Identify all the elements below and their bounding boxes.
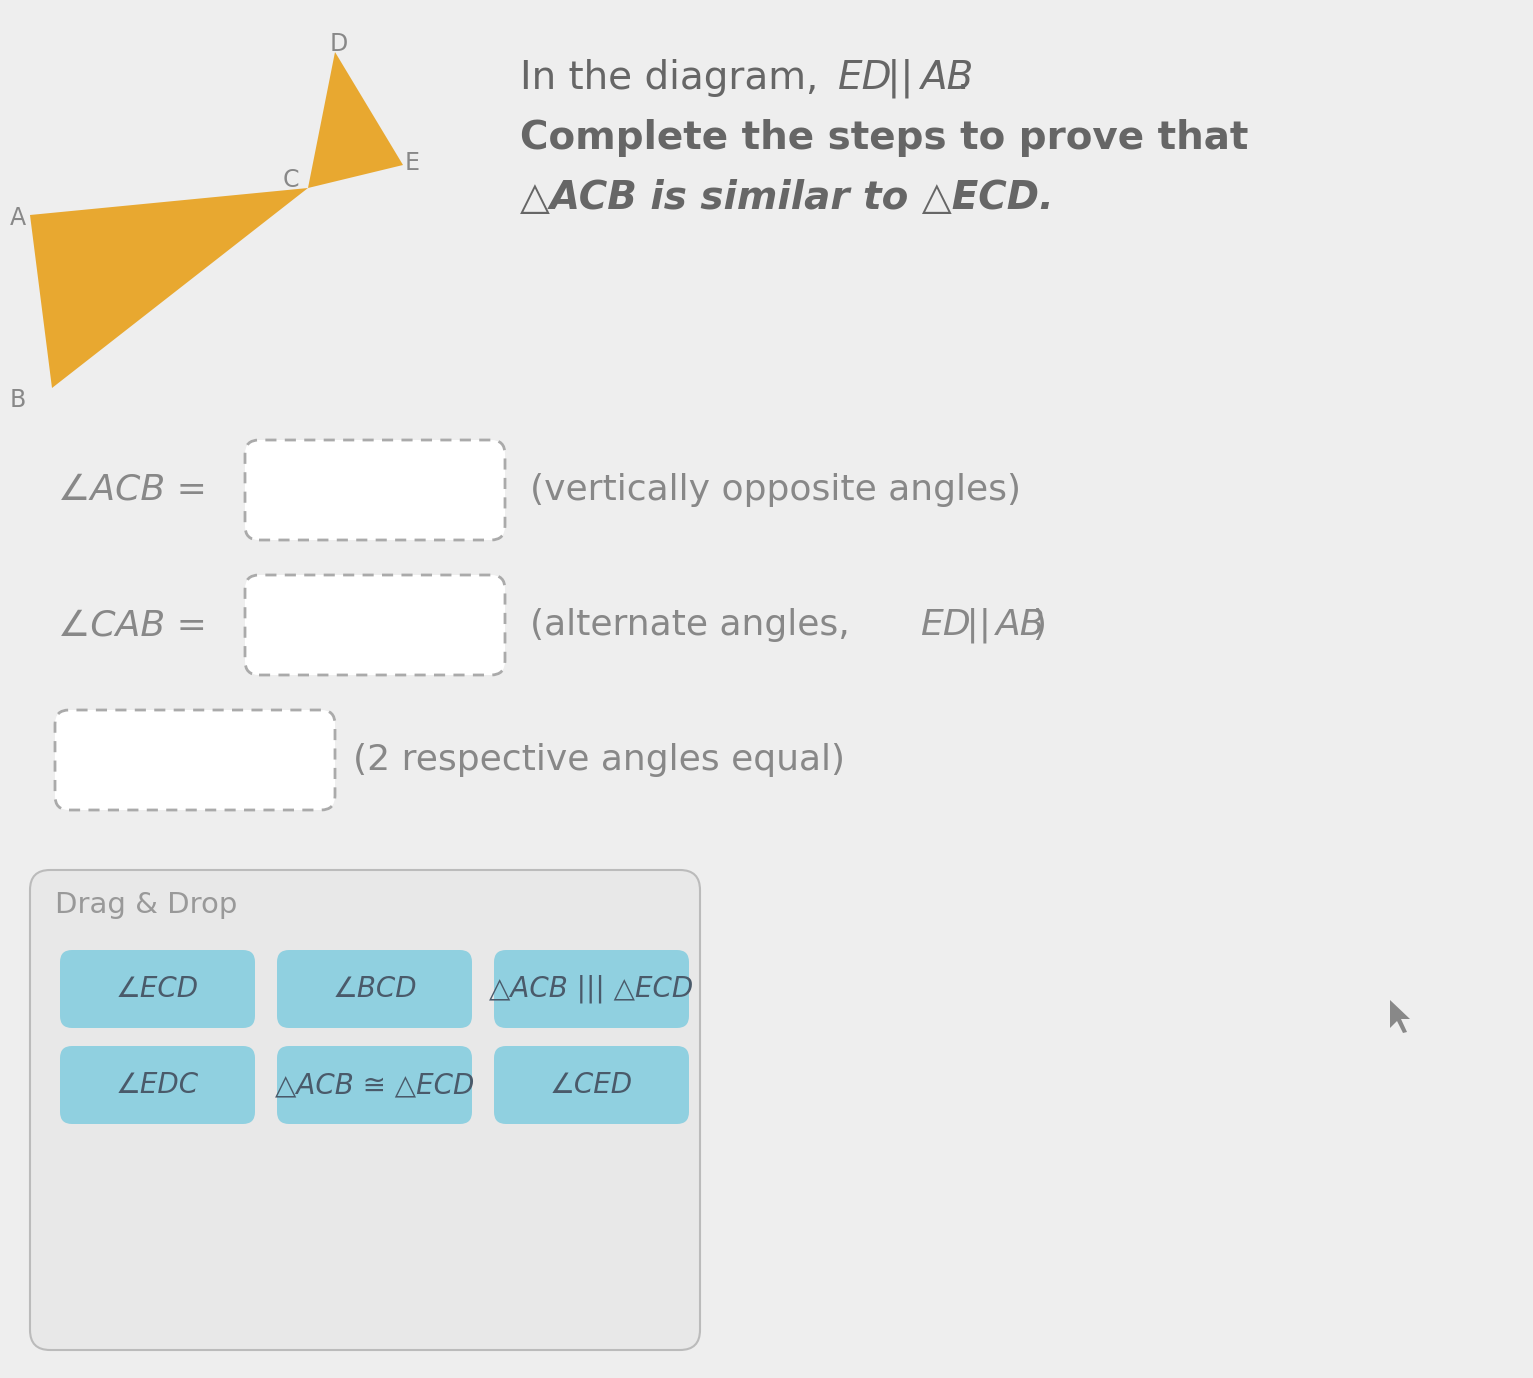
Text: ): ) xyxy=(1032,608,1046,642)
Text: AB: AB xyxy=(996,608,1046,642)
Text: △ACB ||| △ECD: △ACB ||| △ECD xyxy=(489,974,693,1003)
FancyBboxPatch shape xyxy=(245,440,504,540)
Text: ∠ECD: ∠ECD xyxy=(117,976,199,1003)
Polygon shape xyxy=(1390,1000,1410,1034)
FancyBboxPatch shape xyxy=(494,1046,688,1124)
Text: E: E xyxy=(405,152,420,175)
Polygon shape xyxy=(31,187,308,389)
Text: .: . xyxy=(957,59,969,96)
Text: △ACB is similar to △ECD.: △ACB is similar to △ECD. xyxy=(520,179,1053,216)
Text: ∠CAB =: ∠CAB = xyxy=(58,608,207,642)
Text: B: B xyxy=(11,389,26,412)
Text: Complete the steps to prove that: Complete the steps to prove that xyxy=(520,119,1248,157)
FancyBboxPatch shape xyxy=(277,1046,472,1124)
Text: In the diagram,: In the diagram, xyxy=(520,59,831,96)
Text: ED: ED xyxy=(839,59,892,96)
Text: ||: || xyxy=(875,58,926,98)
FancyBboxPatch shape xyxy=(60,1046,254,1124)
Text: △ACB ≅ △ECD: △ACB ≅ △ECD xyxy=(274,1071,474,1100)
Text: ||: || xyxy=(955,608,1003,642)
Text: C: C xyxy=(284,168,299,192)
Polygon shape xyxy=(308,52,403,187)
Text: A: A xyxy=(11,205,26,230)
Text: (alternate angles,: (alternate angles, xyxy=(530,608,862,642)
Text: AB: AB xyxy=(920,59,973,96)
FancyBboxPatch shape xyxy=(60,949,254,1028)
Text: ED: ED xyxy=(920,608,970,642)
Text: D: D xyxy=(330,32,348,56)
Text: (2 respective angles equal): (2 respective angles equal) xyxy=(353,743,845,777)
FancyBboxPatch shape xyxy=(245,575,504,675)
Text: ∠ACB =: ∠ACB = xyxy=(58,473,207,507)
Text: ∠EDC: ∠EDC xyxy=(117,1071,199,1100)
Text: (vertically opposite angles): (vertically opposite angles) xyxy=(530,473,1021,507)
FancyBboxPatch shape xyxy=(494,949,688,1028)
Text: ∠BCD: ∠BCD xyxy=(333,976,417,1003)
Text: Drag & Drop: Drag & Drop xyxy=(55,892,238,919)
Text: ∠CED: ∠CED xyxy=(550,1071,633,1100)
FancyBboxPatch shape xyxy=(31,870,701,1350)
FancyBboxPatch shape xyxy=(277,949,472,1028)
FancyBboxPatch shape xyxy=(55,710,336,810)
